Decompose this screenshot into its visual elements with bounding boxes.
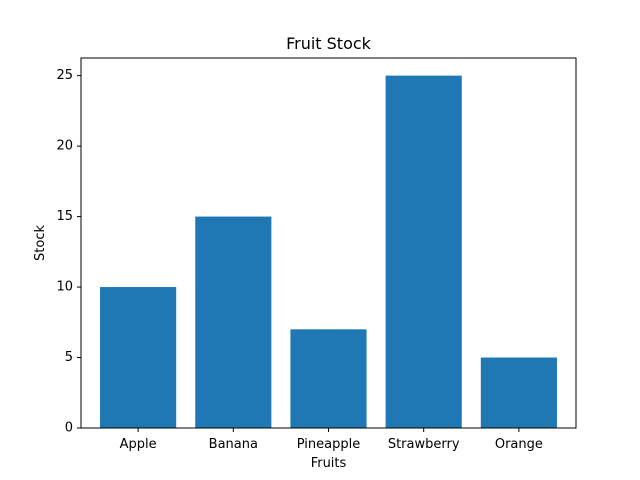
bar-orange <box>480 357 557 428</box>
bars-group <box>100 75 557 428</box>
x-tick-label-strawberry: Strawberry <box>388 437 460 452</box>
y-axis-ticks: 0 5 10 15 20 25 <box>56 68 81 436</box>
y-tick-label: 15 <box>56 209 73 224</box>
bar-apple <box>100 287 177 428</box>
bar-banana <box>195 216 272 428</box>
y-tick-label: 0 <box>65 421 73 436</box>
x-axis-ticks: Apple Banana Pineapple Strawberry Orange <box>120 428 543 452</box>
y-tick-label: 25 <box>56 68 73 83</box>
x-tick-label-orange: Orange <box>495 437 543 452</box>
bar-pineapple <box>290 329 367 428</box>
x-axis-title: Fruits <box>311 456 347 471</box>
bar-strawberry <box>385 75 462 428</box>
y-axis-title: Stock <box>33 225 48 261</box>
y-tick-label: 10 <box>56 280 73 295</box>
y-tick-label: 5 <box>65 350 73 365</box>
x-tick-label-banana: Banana <box>209 437 258 452</box>
x-tick-label-pineapple: Pineapple <box>297 437 360 452</box>
y-tick-label: 20 <box>56 139 73 154</box>
x-tick-label-apple: Apple <box>120 437 157 452</box>
chart-title: Fruit Stock <box>286 34 372 53</box>
